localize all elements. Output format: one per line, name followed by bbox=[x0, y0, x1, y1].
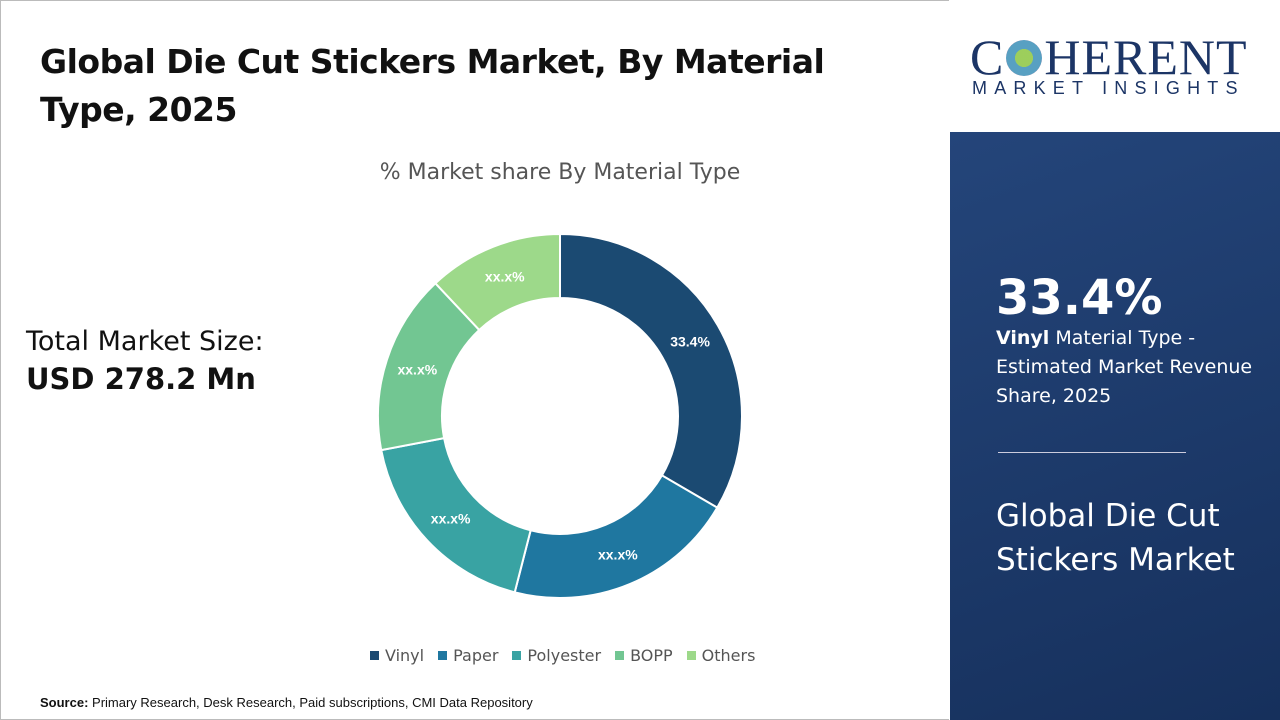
legend-label: BOPP bbox=[630, 646, 673, 665]
total-market-size-value: USD 278.2 Mn bbox=[26, 362, 256, 396]
data-label-bopp: xx.x% bbox=[397, 362, 437, 378]
highlight-segment: Vinyl bbox=[996, 327, 1050, 349]
legend-swatch bbox=[438, 651, 448, 660]
data-label-polyester: xx.x% bbox=[431, 511, 471, 527]
legend-label: Paper bbox=[453, 646, 499, 665]
legend-swatch bbox=[615, 651, 625, 660]
highlight-text: Material Type - Estimated Market Revenue… bbox=[996, 327, 1253, 407]
slice-paper bbox=[513, 474, 719, 599]
legend-label: Vinyl bbox=[385, 646, 425, 665]
slice-others bbox=[433, 232, 561, 332]
page-title: Global Die Cut Stickers Market, By Mater… bbox=[40, 42, 825, 129]
globe-icon bbox=[1006, 40, 1043, 76]
highlight-value: 33.4% bbox=[996, 270, 1163, 326]
legend: Vinyl Paper Polyester BOPP Others bbox=[370, 646, 755, 665]
data-label-paper: xx.x% bbox=[598, 546, 638, 562]
data-label-others: xx.x% bbox=[485, 269, 525, 285]
source-label: Source: bbox=[40, 695, 89, 710]
source-note: Source: Primary Research, Desk Research,… bbox=[40, 695, 533, 710]
legend-swatch bbox=[370, 651, 379, 660]
slice-vinyl bbox=[559, 232, 743, 510]
donut-chart: 33.4% xx.x% xx.x% xx.x% xx.x% bbox=[377, 232, 743, 599]
total-market-size-label: Total Market Size: bbox=[26, 326, 264, 357]
legend-item-vinyl: Vinyl bbox=[370, 646, 424, 665]
legend-item-paper: Paper bbox=[438, 646, 498, 665]
highlight-description: Vinyl Material Type - Estimated Market R… bbox=[996, 324, 1256, 411]
legend-item-bopp: BOPP bbox=[615, 646, 673, 665]
legend-swatch bbox=[686, 651, 696, 660]
legend-item-others: Others bbox=[686, 646, 756, 665]
legend-label: Others bbox=[701, 646, 756, 665]
chart-title: % Market share By Material Type bbox=[379, 160, 741, 185]
logo-tagline: MARKET INSIGHTS bbox=[972, 78, 1245, 98]
data-label-vinyl: 33.4% bbox=[670, 333, 710, 349]
divider bbox=[998, 452, 1186, 453]
source-text: Primary Research, Desk Research, Paid su… bbox=[92, 695, 533, 710]
logo-brand: C HERENT bbox=[970, 29, 1248, 85]
legend-swatch bbox=[512, 651, 522, 660]
logo: C HERENT MARKET INSIGHTS bbox=[950, 0, 1280, 132]
legend-item-polyester: Polyester bbox=[512, 646, 601, 665]
highlight-panel: 33.4% Vinyl Material Type - Estimated Ma… bbox=[950, 132, 1280, 720]
market-name: Global Die Cut Stickers Market bbox=[996, 498, 1235, 578]
legend-label: Polyester bbox=[527, 646, 602, 665]
